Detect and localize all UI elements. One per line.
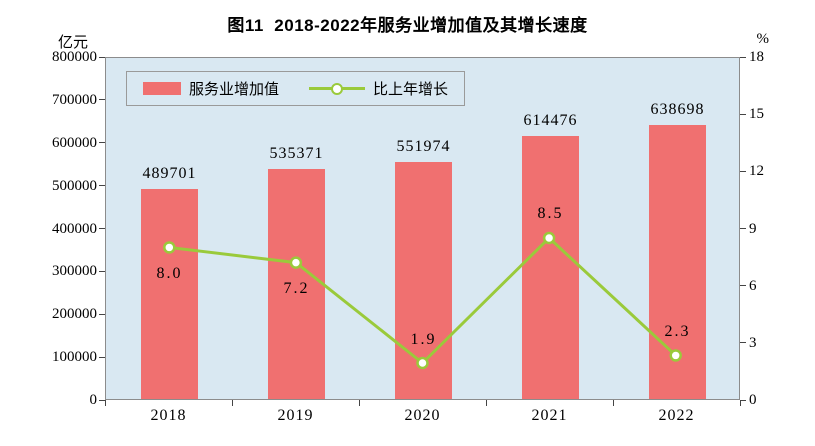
line-series-swatch-icon	[309, 82, 366, 95]
left-axis-tick-mark	[99, 399, 105, 401]
x-axis-tick-mark	[485, 400, 487, 406]
x-axis-tick-label: 2019	[277, 407, 314, 424]
x-axis-tick-label: 2021	[531, 407, 568, 424]
left-axis-tick-mark	[99, 99, 105, 101]
left-axis-tick-label: 700000	[52, 91, 97, 108]
legend-label-bar-series: 服务业增加值	[189, 81, 280, 98]
x-axis-tick-mark	[739, 400, 741, 406]
bar-2018	[141, 189, 198, 399]
bar-value-label: 614476	[523, 111, 578, 129]
left-axis-tick-label: 200000	[52, 306, 97, 323]
line-value-label: 2.3	[664, 323, 691, 341]
legend-item-line-series: 比上年增长	[309, 78, 448, 99]
right-axis-tick-label: 6	[749, 277, 757, 294]
x-axis-tick-mark	[612, 400, 614, 406]
x-axis-tick-label: 2022	[658, 407, 695, 424]
left-axis-tick-label: 100000	[52, 349, 97, 366]
right-axis-tick-mark	[740, 170, 746, 172]
right-axis-tick-label: 12	[749, 163, 764, 180]
line-value-label: 8.5	[537, 205, 564, 223]
left-axis-tick-mark	[99, 228, 105, 229]
right-axis-tick-mark	[740, 399, 746, 401]
bar-value-label: 535371	[269, 145, 324, 163]
bar-value-label: 638698	[650, 101, 705, 119]
left-axis-unit-label: 亿元	[58, 34, 89, 51]
left-axis-tick-label: 400000	[52, 220, 97, 237]
x-axis-tick-label: 2020	[404, 407, 441, 424]
plot-area: 服务业增加值 比上年增长 489701 535371 551974 614476 638…	[105, 57, 740, 400]
left-axis-tick-mark	[99, 356, 105, 358]
bar-value-label: 551974	[396, 138, 451, 156]
left-axis-tick-label: 800000	[52, 49, 97, 65]
x-axis-tick-label: 2018	[150, 407, 187, 424]
legend: 服务业增加值 比上年增长	[126, 71, 466, 106]
right-axis-unit-label: %	[756, 31, 770, 47]
legend-label-line-series: 比上年增长	[373, 81, 449, 98]
left-axis-tick-label: 300000	[52, 263, 97, 280]
chart-title: 图11 2018-2022年服务业增加值及其增长速度	[227, 16, 588, 35]
line-marker-icon	[416, 356, 429, 370]
bar-value-label: 489701	[142, 165, 197, 183]
line-marker-icon	[163, 241, 176, 254]
line-value-label: 8.0	[156, 264, 183, 282]
bar-2019	[268, 169, 325, 399]
line-swatch-marker-icon	[331, 82, 344, 95]
x-axis-tick-mark	[358, 400, 360, 406]
line-marker-icon	[542, 231, 556, 245]
line-value-label: 1.9	[410, 330, 437, 348]
line-value-label: 7.2	[283, 279, 310, 297]
left-axis-tick-mark	[99, 185, 105, 187]
x-axis-tick-mark	[231, 400, 233, 406]
x-axis-tick-mark	[104, 400, 106, 406]
right-axis-tick-label: 0	[749, 392, 757, 408]
right-axis-tick-label: 18	[749, 49, 764, 65]
left-axis-tick-label: 600000	[52, 134, 97, 151]
growth-line-chart	[163, 231, 682, 370]
right-axis-tick-mark	[740, 285, 746, 287]
right-axis-tick-label: 9	[749, 220, 757, 237]
right-axis-tick-mark	[740, 342, 746, 344]
left-axis-tick-label: 500000	[52, 177, 97, 194]
bar-2021	[522, 135, 579, 399]
bar-series-swatch-icon	[143, 82, 181, 95]
line-marker-icon	[289, 256, 303, 269]
line-marker-icon	[669, 349, 682, 362]
left-axis-tick-mark	[99, 313, 105, 315]
right-axis-tick-label: 15	[749, 106, 764, 123]
left-axis-tick-label: 0	[89, 392, 98, 408]
right-axis-tick-label: 3	[749, 334, 757, 351]
left-axis-tick-mark	[99, 270, 105, 272]
right-axis-tick-mark	[740, 113, 746, 115]
right-axis-tick-mark	[740, 56, 746, 58]
left-axis-tick-mark	[99, 142, 105, 144]
legend-item-bar-series: 服务业增加值	[143, 78, 279, 99]
right-axis-tick-mark	[740, 228, 746, 229]
left-axis-tick-mark	[99, 56, 105, 58]
